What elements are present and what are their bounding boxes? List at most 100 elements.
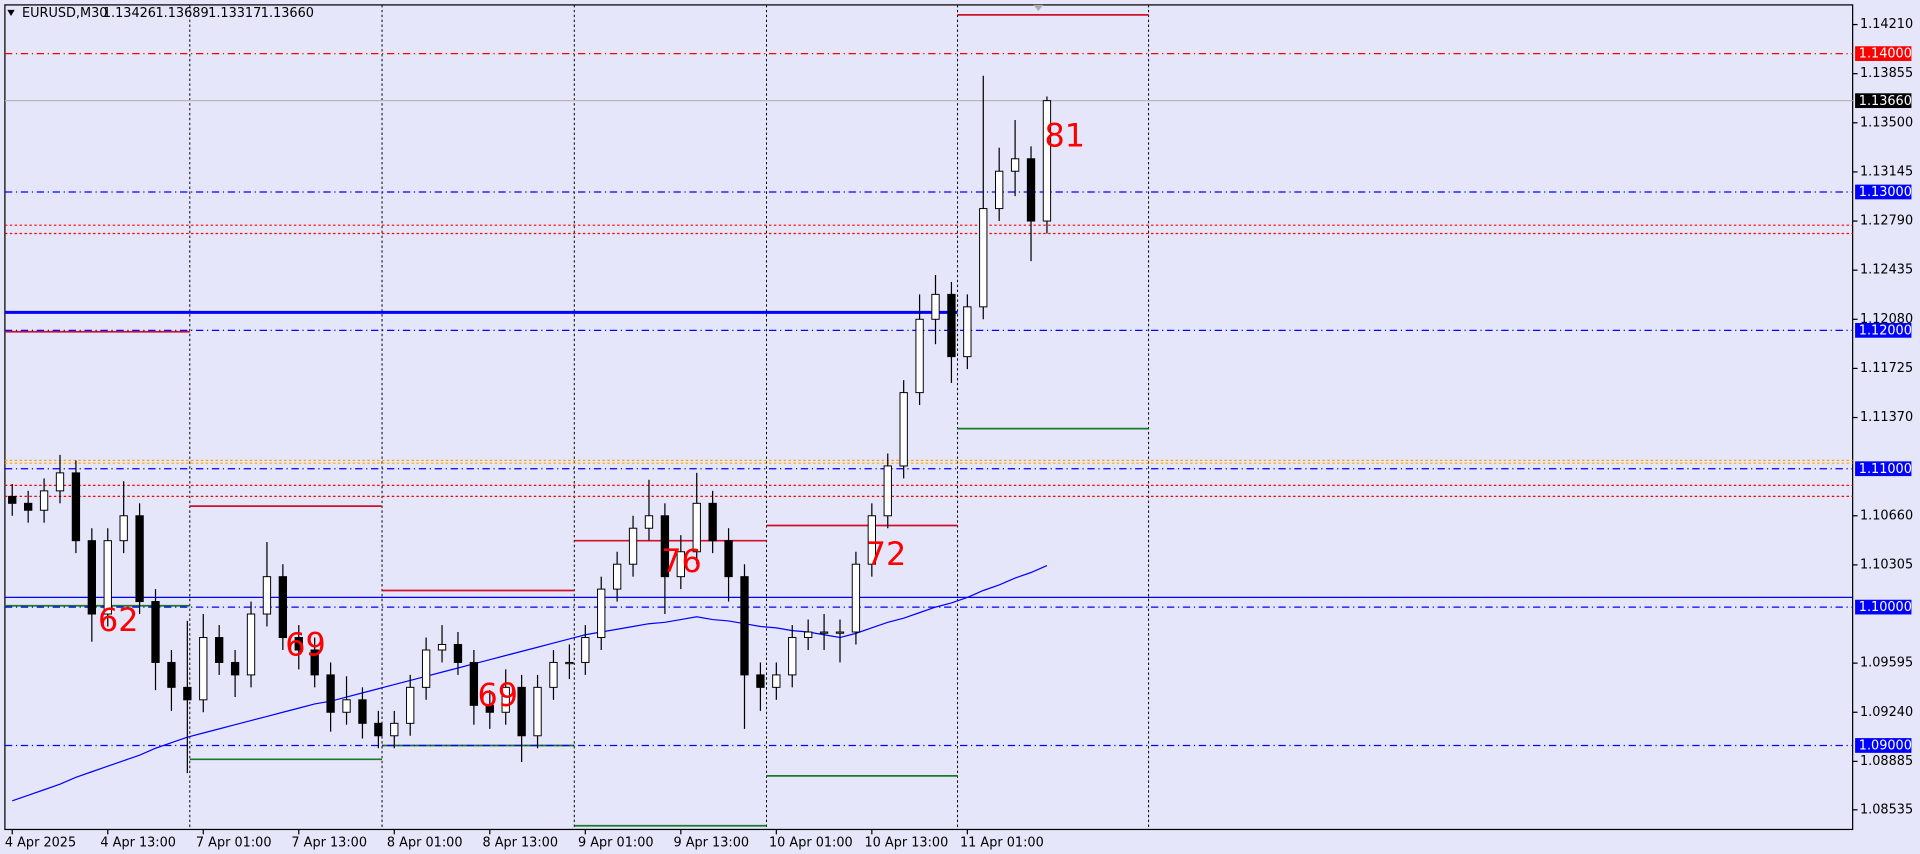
quote-open: 1.13426 <box>103 6 156 21</box>
candle-body <box>899 392 908 467</box>
candle-body <box>358 699 367 724</box>
level-label: 1.13000 <box>1859 185 1912 200</box>
annotation: 69 <box>478 676 519 714</box>
candle-body <box>883 465 892 517</box>
candle-body <box>676 551 685 578</box>
y-tick-label: 1.10660 <box>1860 508 1913 523</box>
candle-body <box>565 661 574 665</box>
candle-body <box>167 661 176 688</box>
candle-body <box>772 674 781 688</box>
candle-body <box>788 637 797 676</box>
y-tick-label: 1.13855 <box>1860 66 1913 81</box>
y-tick-label: 1.11725 <box>1860 361 1913 376</box>
candle-body <box>851 563 861 633</box>
candle-body <box>453 643 463 663</box>
candle-body <box>1026 158 1036 222</box>
level-label: 1.12000 <box>1859 323 1912 338</box>
quote-low: 1.13317 <box>208 6 261 21</box>
y-tick-label: 1.08885 <box>1860 754 1913 769</box>
candle-body <box>437 643 447 651</box>
candle-body <box>8 495 17 504</box>
annotation: 69 <box>285 626 326 664</box>
candle-body <box>612 563 622 590</box>
candle-body <box>103 540 112 615</box>
candle-body <box>278 576 288 639</box>
y-tick-label: 1.09595 <box>1860 656 1913 671</box>
candle-body <box>390 722 399 737</box>
candle-body <box>979 208 988 308</box>
x-tick-label: 8 Apr 13:00 <box>482 835 558 850</box>
candle-body <box>342 699 351 713</box>
level-label-box <box>1855 93 1912 109</box>
candle-body <box>374 722 383 737</box>
candle-body <box>406 686 415 724</box>
y-tick-label: 1.14210 <box>1860 17 1913 32</box>
x-tick-label: 4 Apr 2025 <box>5 835 76 850</box>
candle-body <box>517 686 526 737</box>
quote-close: 1.13660 <box>261 6 314 21</box>
candle-body <box>246 613 256 676</box>
candle-body <box>39 490 49 511</box>
candle-body <box>581 637 590 663</box>
quote-high: 1.13689 <box>156 6 209 21</box>
level-label: 1.10000 <box>1859 600 1912 615</box>
x-tick-label: 7 Apr 13:00 <box>291 835 367 850</box>
level-label-box <box>1855 599 1912 615</box>
candle-body <box>421 649 431 688</box>
candle-body <box>915 318 924 394</box>
x-tick-label: 9 Apr 01:00 <box>578 835 654 850</box>
y-tick-label: 1.11370 <box>1860 410 1913 425</box>
menu-arrow[interactable] <box>7 9 15 16</box>
candle-body <box>756 674 765 688</box>
candle-body <box>230 661 240 676</box>
annotation: 81 <box>1044 116 1085 154</box>
y-tick-label: 1.13145 <box>1860 164 1913 179</box>
candle-body <box>931 293 940 320</box>
candle-body <box>215 637 224 663</box>
candle-body <box>135 515 144 603</box>
candle-body <box>995 170 1004 210</box>
y-tick-label: 1.12435 <box>1860 263 1913 278</box>
candle-body <box>644 515 654 529</box>
symbol: EURUSD,M30 <box>22 6 107 21</box>
x-tick-label: 4 Apr 13:00 <box>100 835 176 850</box>
annotation: 76 <box>661 542 702 580</box>
candle-body <box>660 515 670 578</box>
candle-body <box>533 686 542 737</box>
x-tick-label: 8 Apr 01:00 <box>387 835 463 850</box>
candle-body <box>262 576 272 615</box>
y-tick-label: 1.09240 <box>1860 705 1913 720</box>
x-tick-label: 7 Apr 01:00 <box>196 835 272 850</box>
candle-body <box>294 637 303 651</box>
x-tick-label: 10 Apr 01:00 <box>769 835 853 850</box>
y-tick-label: 1.13500 <box>1860 115 1913 130</box>
x-tick-label: 10 Apr 13:00 <box>864 835 948 850</box>
candle-body <box>469 661 479 706</box>
level-label-box <box>1855 738 1912 753</box>
candle-body <box>692 502 701 553</box>
candle-body <box>326 674 335 713</box>
candle-body <box>55 472 65 492</box>
y-tick-label: 1.08535 <box>1860 802 1913 817</box>
scroll-marker <box>1033 4 1044 12</box>
candle-body <box>310 649 319 676</box>
candle-body <box>71 472 81 542</box>
candle-body <box>549 661 558 688</box>
candle-body <box>947 293 956 358</box>
candle-body <box>199 637 208 701</box>
level-label-box <box>1855 461 1912 477</box>
candle-body <box>151 601 160 663</box>
level-label: 1.13660 <box>1859 94 1912 109</box>
level-label-box <box>1855 184 1912 200</box>
level-label: 1.11000 <box>1859 462 1912 477</box>
candle-body <box>485 704 494 713</box>
moving-average <box>12 565 1048 802</box>
candle-body <box>835 631 845 634</box>
y-tick-label: 1.10305 <box>1860 557 1913 572</box>
level-label: 1.09000 <box>1859 739 1912 754</box>
candle-body <box>724 540 733 578</box>
candle-body <box>597 588 606 639</box>
